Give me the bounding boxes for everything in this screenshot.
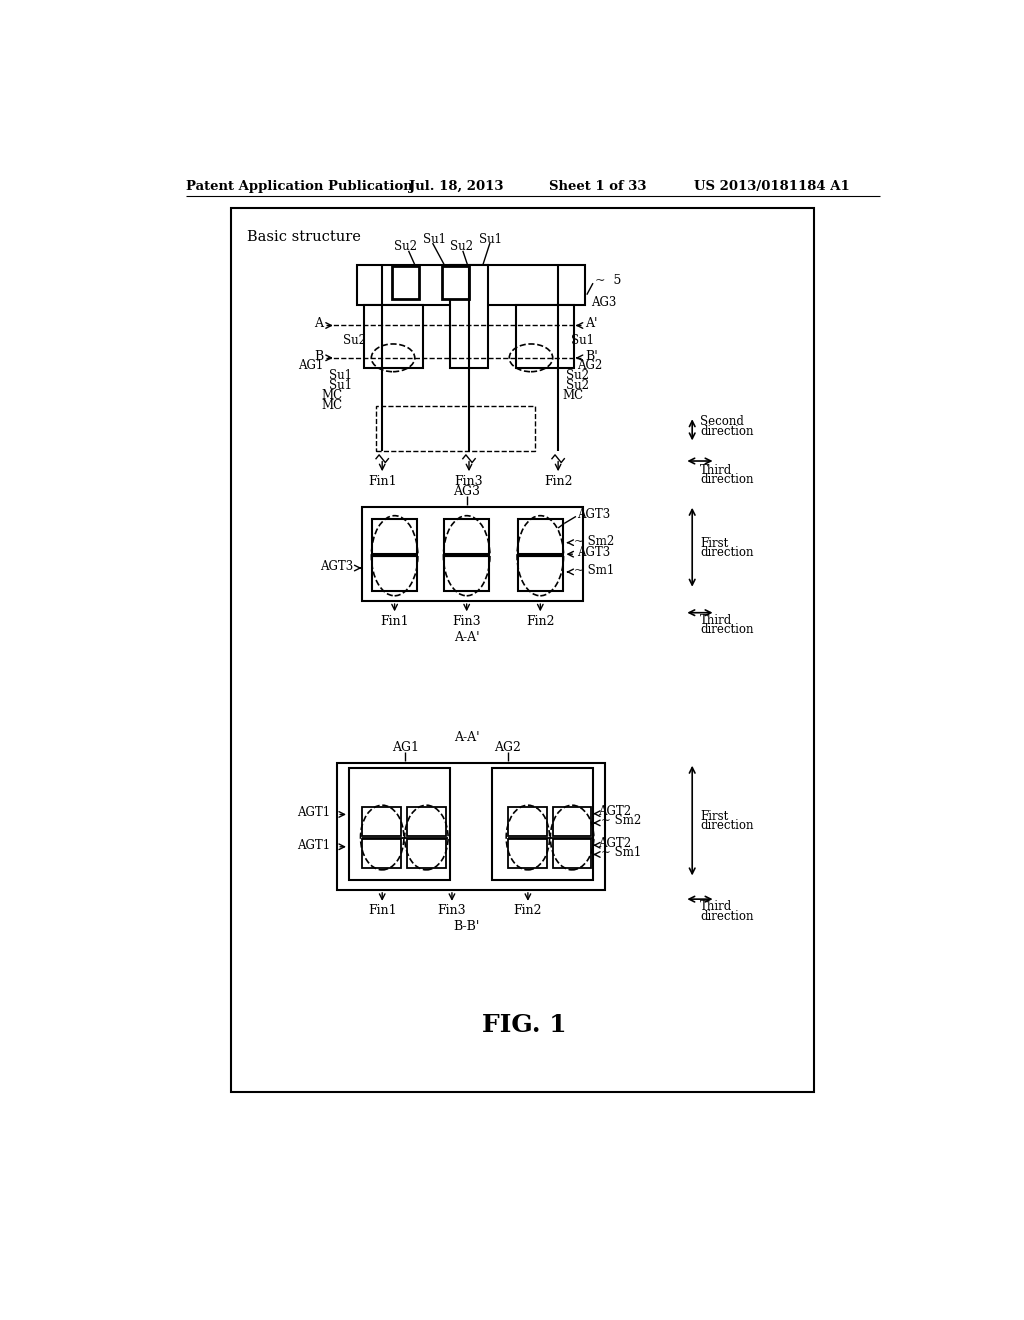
Text: US 2013/0181184 A1: US 2013/0181184 A1 (693, 180, 850, 193)
Bar (407, 840, 445, 869)
Text: Fin1: Fin1 (380, 615, 409, 628)
Text: B': B' (586, 350, 598, 363)
Bar (372, 556, 417, 591)
Text: A: A (314, 317, 323, 330)
Text: direction: direction (700, 473, 754, 486)
Text: direction: direction (700, 909, 754, 923)
Text: B: B (314, 350, 324, 363)
Text: Third: Third (700, 463, 732, 477)
Text: AGT3: AGT3 (321, 560, 353, 573)
Bar (493, 768, 593, 880)
Bar (553, 807, 592, 836)
Text: ~ Sm1: ~ Sm1 (573, 564, 613, 577)
Bar (518, 556, 563, 591)
Text: Fin3: Fin3 (437, 904, 466, 917)
Text: A-A': A-A' (454, 631, 479, 644)
Text: direction: direction (700, 425, 754, 438)
Bar (372, 519, 417, 554)
Bar (442, 267, 469, 298)
Text: Third: Third (700, 614, 732, 627)
Text: Fin2: Fin2 (526, 615, 555, 628)
Text: AG2: AG2 (495, 741, 521, 754)
Text: direction: direction (700, 820, 754, 833)
Text: direction: direction (700, 623, 754, 636)
Text: ~ Sm2: ~ Sm2 (573, 535, 613, 548)
Text: AGT1: AGT1 (297, 838, 330, 851)
Text: Su2: Su2 (566, 370, 589, 381)
Text: MC: MC (322, 389, 343, 403)
Text: AG3: AG3 (592, 296, 616, 309)
Text: First: First (700, 810, 728, 824)
Bar (349, 768, 450, 880)
Text: Su1: Su1 (479, 232, 502, 246)
Text: Su1: Su1 (423, 232, 445, 246)
Text: Fin1: Fin1 (368, 475, 396, 488)
Text: AG1: AG1 (299, 359, 324, 372)
Text: Su2: Su2 (343, 334, 366, 347)
Bar (391, 267, 419, 298)
Text: AGT2: AGT2 (598, 805, 632, 818)
Text: MC: MC (562, 389, 583, 403)
Bar (362, 507, 583, 601)
Bar (508, 807, 547, 836)
Bar (518, 519, 563, 554)
Text: Su1: Su1 (571, 334, 594, 347)
Text: Fin3: Fin3 (453, 615, 481, 628)
Bar (362, 807, 400, 836)
Text: ~  5: ~ 5 (595, 273, 621, 286)
Text: AGT2: AGT2 (598, 837, 632, 850)
Bar (337, 763, 604, 890)
Text: AGT3: AGT3 (578, 546, 610, 560)
Text: Patent Application Publication: Patent Application Publication (186, 180, 413, 193)
Text: FIG. 1: FIG. 1 (482, 1012, 567, 1036)
Text: AG1: AG1 (392, 741, 419, 754)
Text: AG3: AG3 (454, 484, 480, 498)
Text: Su2: Su2 (450, 240, 473, 253)
Bar (508, 840, 547, 869)
Text: Su2: Su2 (566, 379, 589, 392)
Bar (515, 305, 573, 368)
Text: Fin2: Fin2 (544, 475, 572, 488)
Text: Third: Third (700, 900, 732, 913)
Text: AGT1: AGT1 (297, 807, 330, 820)
Text: Basic structure: Basic structure (247, 230, 360, 244)
Bar (362, 840, 400, 869)
Bar (450, 264, 488, 368)
Text: Su2: Su2 (394, 240, 417, 253)
Text: AGT3: AGT3 (578, 508, 610, 520)
Text: B-B': B-B' (454, 920, 480, 933)
Text: Fin3: Fin3 (455, 475, 483, 488)
Text: ~ Sm2: ~ Sm2 (601, 814, 641, 828)
Text: Fin1: Fin1 (368, 904, 396, 917)
Text: Jul. 18, 2013: Jul. 18, 2013 (409, 180, 503, 193)
Bar (365, 305, 423, 368)
Text: Second: Second (700, 416, 743, 428)
Text: ~ Sm1: ~ Sm1 (601, 846, 641, 859)
Text: A': A' (586, 317, 598, 330)
Bar (444, 519, 489, 554)
Text: Su1: Su1 (329, 370, 351, 381)
Bar (444, 556, 489, 591)
Bar (553, 840, 592, 869)
Text: Su1: Su1 (329, 379, 351, 392)
Bar (231, 209, 814, 1093)
Bar (407, 807, 445, 836)
Text: A-A': A-A' (454, 731, 479, 744)
Text: Fin2: Fin2 (514, 904, 542, 917)
Bar (356, 264, 586, 305)
Text: AG2: AG2 (578, 359, 603, 372)
Text: First: First (700, 537, 728, 550)
Text: direction: direction (700, 546, 754, 560)
Text: MC: MC (322, 399, 343, 412)
Text: Sheet 1 of 33: Sheet 1 of 33 (549, 180, 646, 193)
Bar (376, 407, 535, 451)
